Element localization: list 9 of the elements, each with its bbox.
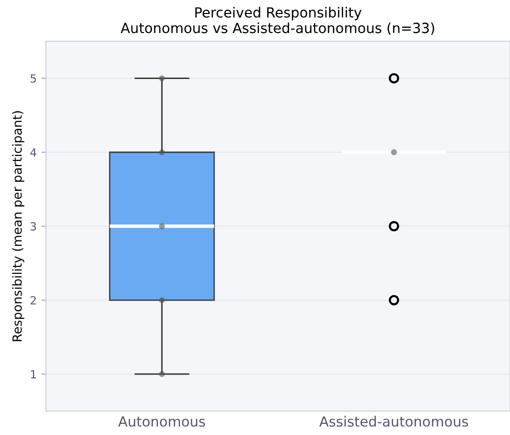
x-tick-label: Autonomous	[118, 416, 206, 427]
chart-title: Perceived Responsibility Autonomous vs Assisted-autonomous (n=33)	[120, 6, 434, 35]
y-tick-label: 5	[30, 74, 36, 83]
y-tick-label: 1	[31, 370, 36, 378]
y-tick-label: 3	[30, 222, 36, 231]
y-tick-label: 4	[30, 148, 36, 156]
y-tick-label: 2	[30, 296, 36, 304]
x-tick-label: Assisted-autonomous	[319, 416, 468, 427]
y-axis-title: Responsibility (mean per participant)	[12, 111, 24, 342]
